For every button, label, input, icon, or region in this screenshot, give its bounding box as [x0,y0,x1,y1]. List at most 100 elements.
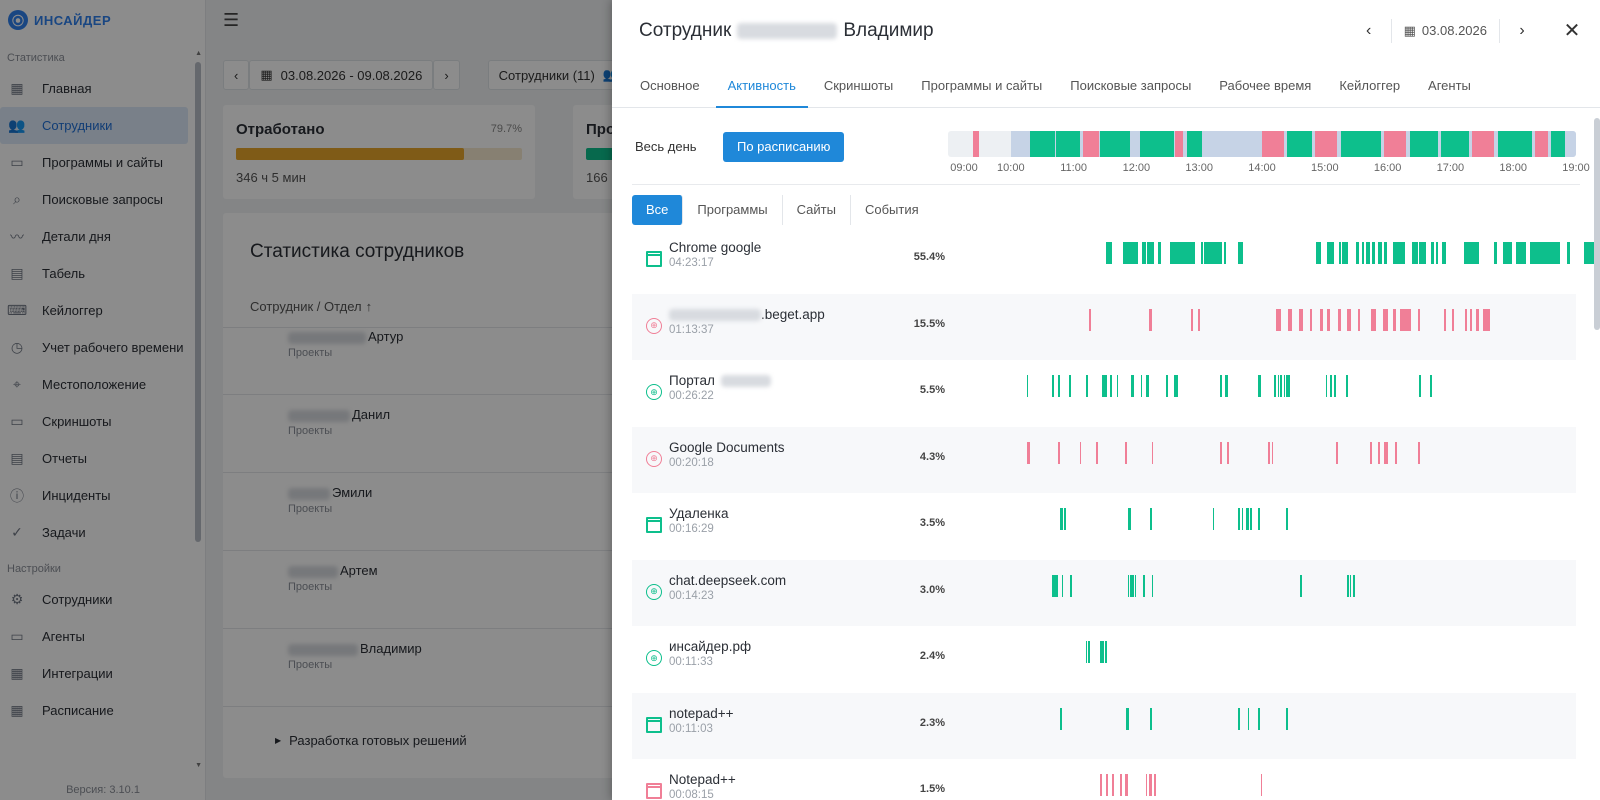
activity-segment [1361,242,1364,264]
row-time: 00:08:15 [669,789,714,800]
activity-row[interactable]: ⊕ Портал 00:26:22 5.5% [632,360,1576,427]
timeline-activity-segment [1440,131,1470,157]
activity-segment [1286,707,1288,730]
next-period-button[interactable]: › [433,60,460,90]
activity-segment [1419,242,1427,264]
activity-row[interactable]: Notepad++ 00:08:15 1.5% [632,759,1576,800]
employee-first-name: Эмили [332,485,373,500]
sidebar-item-label: Расписание [42,703,114,718]
employee-row[interactable]: Владимир Проекты [223,629,633,707]
activity-segment [1089,308,1091,331]
employee-name: Эмили [288,485,372,500]
redacted-surname [288,565,338,578]
row-time: 00:11:33 [669,656,713,668]
activity-segment [1085,375,1088,397]
logo[interactable]: ⦿ ИНСАЙДЕР [0,0,205,40]
timeline-activity-segment [1186,131,1203,157]
activity-row[interactable]: notepad++ 00:11:03 2.3% [632,692,1576,759]
sidebar-stats-item-1[interactable]: 👥 Сотрудники [0,107,188,144]
activity-segment [1442,242,1446,264]
row-name-text: Notepad++ [669,772,736,787]
sidebar-stats-item-7[interactable]: ◷ Учет рабочего времени [0,329,188,366]
column-header[interactable]: Сотрудник / Отдел ↑ [250,299,372,314]
row-percent: 2.4% [919,650,945,662]
tab-5[interactable]: Рабочее время [1219,78,1312,93]
scroll-down-icon[interactable]: ▼ [195,762,202,769]
activity-row[interactable]: Удаленка 00:16:29 3.5% [632,493,1576,560]
activity-segment [1283,375,1286,397]
sidebar-stats-item-4[interactable]: 〰 Детали дня [0,218,188,255]
sidebar-stats-item-2[interactable]: ▭ Программы и сайты [0,144,188,181]
tab-4[interactable]: Поисковые запросы [1070,78,1192,93]
drawer-scrollbar[interactable] [1594,118,1600,330]
group-row[interactable]: ▶ Разработка готовых решений [275,733,467,748]
sidebar-stats-item-5[interactable]: ▤ Табель [0,255,188,292]
filter-2[interactable]: Сайты [783,195,851,225]
employee-first-name: Данил [352,407,391,422]
activity-segment [1342,242,1349,264]
sidebar-settings-item-2[interactable]: ▦ Интеграции [0,655,188,692]
close-icon[interactable]: ✕ [1563,20,1581,42]
sidebar-stats-item-8[interactable]: ⌖ Местоположение [0,366,188,403]
sidebar-settings-item-3[interactable]: ▦ Расписание [0,692,188,729]
row-time: 00:14:23 [669,589,714,602]
report-icon: ▤ [10,450,24,466]
sidebar-stats-item-6[interactable]: ⌨ Кейлоггер [0,292,188,329]
timeline-hour-label: 18:00 [1499,162,1527,174]
filter-3[interactable]: События [864,202,919,217]
scroll-up-icon[interactable]: ▲ [195,50,202,57]
next-day-button[interactable]: › [1519,21,1525,39]
tab-7[interactable]: Агенты [1428,78,1471,93]
timeline-hour-label: 19:00 [1562,162,1590,174]
employee-row[interactable]: Артур Проекты [223,317,633,395]
tab-6[interactable]: Кейлоггер [1339,78,1401,93]
activity-segment [1469,308,1472,331]
employee-dept: Проекты [288,425,333,437]
mode-schedule[interactable]: По расписанию [723,132,845,162]
sidebar-scrollbar[interactable] [195,62,201,542]
day-timeline[interactable] [948,131,1576,157]
prev-period-button[interactable]: ‹ [223,60,250,90]
activity-segment [1384,242,1387,264]
activity-segment [1130,574,1132,597]
tab-3[interactable]: Программы и сайты [921,78,1043,93]
activity-row[interactable]: ⊕ Google Documents 00:20:18 4.3% [632,426,1576,493]
sidebar-settings-item-0[interactable]: ⚙ Сотрудники [0,581,188,618]
activity-row[interactable]: ⊕ chat.deepseek.com 00:14:23 3.0% [632,559,1576,626]
timeline-hour-label: 17:00 [1436,162,1465,174]
date-range-picker[interactable]: ▦ 03.08.2026 - 09.08.2026 [249,60,434,90]
sidebar-item-label: Программы и сайты [42,155,163,170]
activity-segment [1250,508,1252,530]
activity-segment [1198,308,1200,331]
tab-0[interactable]: Основное [640,78,700,93]
sidebar-settings-item-1[interactable]: ▭ Агенты [0,618,188,655]
employees-filter-button[interactable]: Сотрудники (11) 👥 [487,60,631,90]
activity-segment [1258,707,1260,730]
sidebar-stats-item-12[interactable]: ✓ Задачи [0,514,188,551]
sidebar-stats-item-3[interactable]: ⌕ Поисковые запросы [0,181,188,218]
sidebar-stats-item-11[interactable]: ⓘ Инциденты [0,477,188,514]
filter-0[interactable]: Все [632,195,684,225]
activity-row[interactable]: ⊕ инсайдер.рф 00:11:33 2.4% [632,626,1576,693]
timeline-activity-segment [1099,131,1131,157]
tab-1[interactable]: Активность [715,64,809,108]
activity-row[interactable]: Chrome google 04:23:17 55.4% [632,227,1600,294]
location-icon: ⌖ [13,376,21,392]
activity-segment [1246,508,1249,530]
tab-2[interactable]: Скриншоты [823,78,894,93]
date-picker[interactable]: ▦ 03.08.2026 [1390,18,1500,43]
mode-all-day[interactable]: Весь день [635,139,697,154]
sidebar-stats-item-9[interactable]: ▭ Скриншоты [0,403,188,440]
employee-row[interactable]: Данил Проекты [223,395,633,473]
sidebar-stats-item-10[interactable]: ▤ Отчеты [0,440,188,477]
menu-icon[interactable]: ☰ [223,10,240,30]
activity-segment [1106,242,1112,264]
activity-segment [1100,641,1104,663]
filter-1[interactable]: Программы [683,195,783,225]
employee-row[interactable]: Артем Проекты [223,551,633,629]
activity-row[interactable]: ⊕ .beget.app 01:13:37 15.5% [632,293,1576,360]
prev-day-button[interactable]: ‹ [1365,21,1372,39]
employee-row[interactable]: Эмили Проекты [223,473,633,551]
sidebar: ⦿ ИНСАЙДЕР Статистика ▦ Главная 👥 Сотрудник… [0,0,206,800]
sidebar-stats-item-0[interactable]: ▦ Главная [0,70,188,107]
